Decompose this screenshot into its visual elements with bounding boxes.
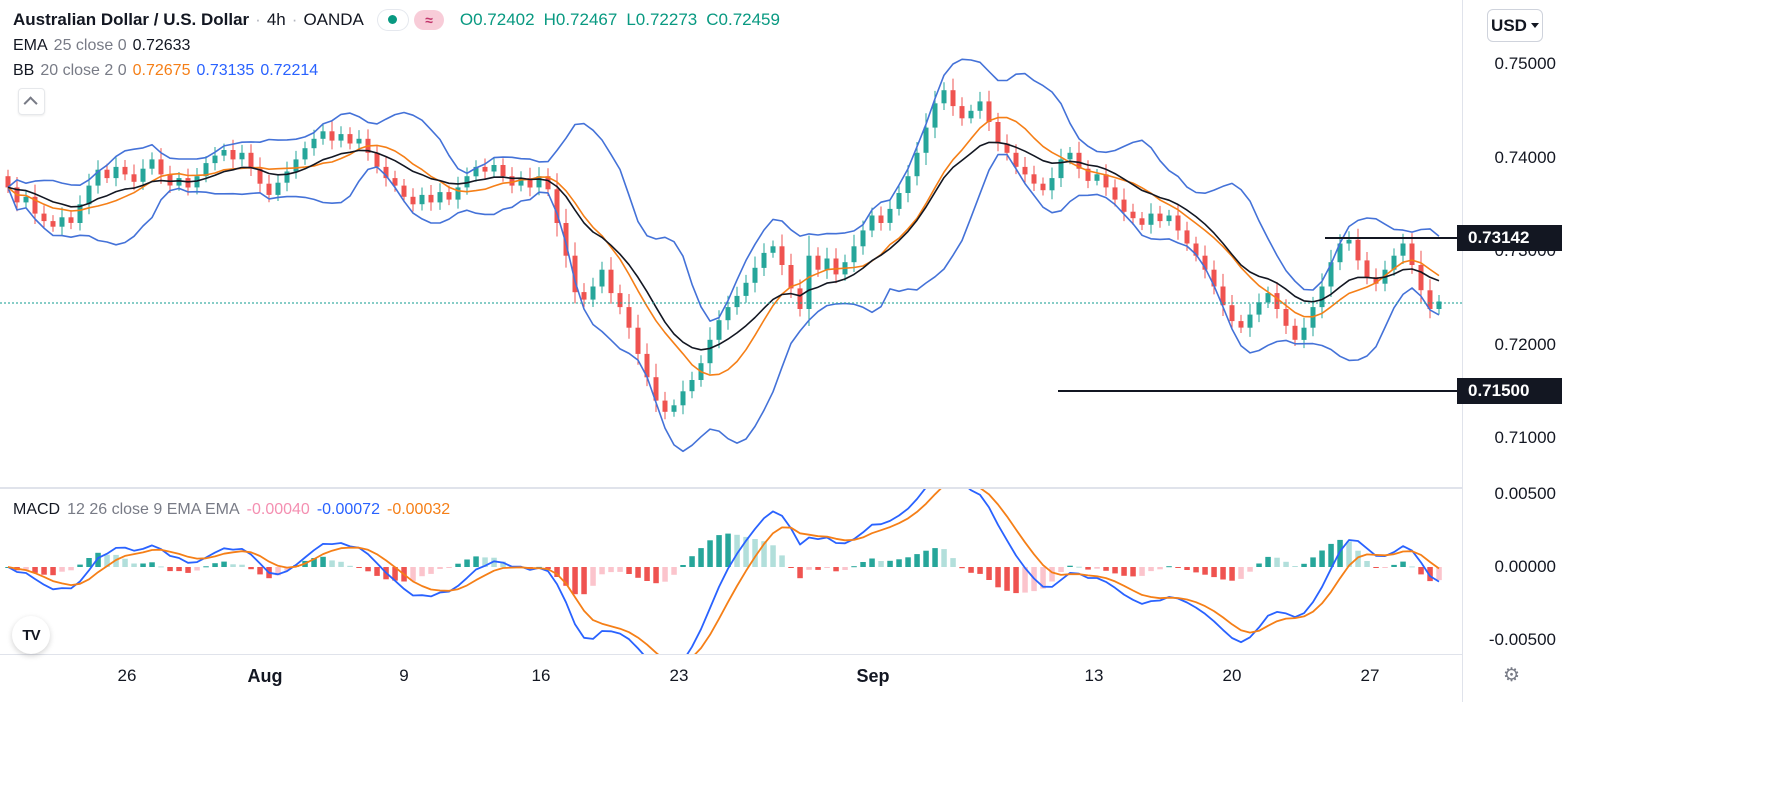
macd-signal-line [7, 489, 1440, 654]
axis-settings-gear-icon[interactable]: ⚙ [1503, 665, 1521, 686]
ema-params: 25 close 0 [53, 36, 127, 54]
bb-params: 20 close 2 0 [40, 61, 127, 79]
bb-lower-band-line [7, 153, 1440, 453]
macd-axis-label: -0.00500 [1488, 630, 1556, 649]
price-axis-label: 0.75000 [1494, 54, 1556, 73]
open-value: O0.72402 [459, 9, 535, 29]
price-line-tag: 0.71500 [1457, 378, 1562, 405]
bb-upper-value: 0.73135 [196, 61, 255, 79]
pane-separator[interactable] [0, 487, 1561, 489]
chevron-down-icon [1530, 23, 1539, 28]
ema-line [7, 141, 1440, 351]
market-open-dot-icon [388, 15, 398, 24]
price-axis[interactable]: USD ⚙ 0.750000.740000.730000.720000.7100… [1457, 0, 1562, 702]
symbol-legend-row[interactable]: Australian Dollar / U.S. Dollar · 4h · O… [13, 6, 780, 33]
currency-toggle-button[interactable]: USD [1487, 9, 1543, 42]
price-pane[interactable]: Australian Dollar / U.S. Dollar · 4h · O… [0, 0, 1462, 487]
time-axis-label: 13 [1084, 666, 1104, 685]
macd-pane-canvas [5, 489, 1442, 654]
bb-basis-line [7, 116, 1440, 376]
separator: · [291, 9, 298, 29]
macd-hist-value: -0.00040 [246, 501, 310, 518]
ema-value: 0.72633 [132, 36, 191, 54]
macd-axis-label: 0.00000 [1494, 557, 1556, 576]
macd-axis-label: 0.00500 [1494, 484, 1556, 503]
macd-line-value: -0.00072 [316, 501, 380, 518]
drawn-horizontal-line-lower[interactable] [1058, 390, 1462, 392]
legend: Australian Dollar / U.S. Dollar · 4h · O… [13, 6, 780, 83]
low-value: L0.72273 [626, 9, 698, 29]
current-price-line [0, 302, 1462, 304]
candlestick-series [5, 78, 1442, 420]
price-line-tag: 0.73142 [1457, 224, 1562, 251]
time-axis-label: 16 [531, 666, 551, 685]
time-axis-label: 27 [1360, 666, 1380, 685]
chevron-up-icon [23, 95, 38, 110]
time-axis-label: 23 [669, 666, 689, 685]
time-axis-label: Sep [856, 666, 890, 686]
ema-name: EMA [13, 36, 48, 54]
price-axis-label: 0.72000 [1494, 334, 1556, 354]
time-axis-label: 26 [117, 666, 137, 685]
macd-signal-value: -0.00032 [386, 501, 451, 518]
macd-name: MACD [13, 501, 61, 518]
macd-legend-row[interactable]: MACD 12 26 close 9 EMA EMA -0.00040 -0.0… [13, 501, 450, 519]
macd-params: 12 26 close 9 EMA EMA [67, 501, 240, 518]
bb-name: BB [13, 61, 35, 79]
tradingview-logo-button[interactable]: TV [12, 616, 50, 654]
time-axis-label: 20 [1222, 666, 1242, 685]
legend-collapse-button[interactable] [18, 88, 45, 115]
high-value: H0.72467 [543, 9, 618, 29]
exchange-label: OANDA [303, 9, 364, 29]
ohlc-values: O0.72402 H0.72467 L0.72273 C0.72459 [460, 10, 780, 30]
bb-legend-row[interactable]: BB 20 close 2 0 0.72675 0.73135 0.72214 [13, 58, 780, 83]
close-value: C0.72459 [706, 9, 780, 29]
currency-label: USD [1491, 15, 1527, 35]
ema-legend-row[interactable]: EMA 25 close 0 0.72633 [13, 33, 780, 58]
bb-upper-band-line [7, 58, 1440, 322]
price-pane-canvas [5, 58, 1442, 453]
macd-histogram [5, 533, 1442, 595]
price-axis-label: 0.71000 [1494, 428, 1556, 447]
drawn-horizontal-line-upper[interactable] [1325, 237, 1462, 239]
time-axis-label: 9 [399, 666, 409, 685]
delayed-data-badge[interactable]: ≈ [413, 9, 444, 30]
bb-basis-value: 0.72675 [132, 61, 191, 79]
time-axis-label: Aug [247, 666, 283, 686]
time-axis[interactable]: 26 Aug 9 16 23 Sep 13 20 27 [0, 655, 1462, 702]
time-axis-separator [0, 654, 1561, 655]
interval-label: 4h [266, 9, 286, 29]
market-status-badge[interactable] [377, 9, 408, 30]
symbol-title: Australian Dollar / U.S. Dollar [13, 9, 250, 29]
macd-pane[interactable]: MACD 12 26 close 9 EMA EMA -0.00040 -0.0… [0, 489, 1462, 654]
separator: · [255, 9, 261, 29]
bb-lower-value: 0.72214 [260, 61, 319, 79]
chart-area: Australian Dollar / U.S. Dollar · 4h · O… [0, 0, 1562, 702]
price-axis-label: 0.74000 [1494, 147, 1556, 167]
